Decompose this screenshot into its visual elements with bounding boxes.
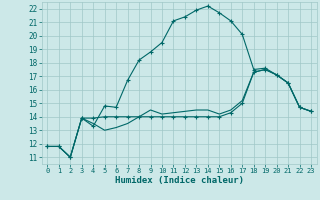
X-axis label: Humidex (Indice chaleur): Humidex (Indice chaleur) bbox=[115, 176, 244, 185]
